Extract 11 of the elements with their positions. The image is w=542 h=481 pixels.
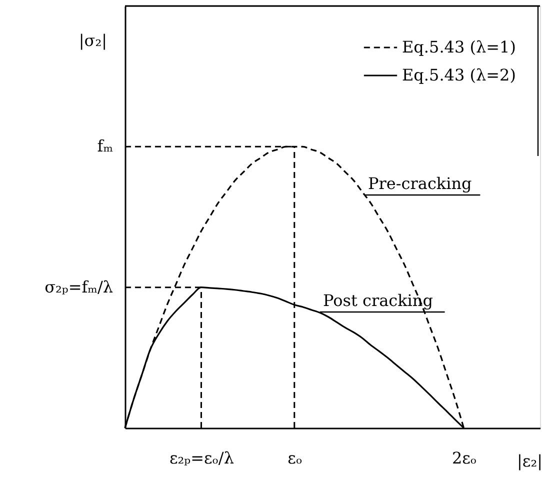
text: |σ₂| [78, 31, 107, 50]
x-tick-label: ε₂ₚ=εₒ/λ [169, 448, 234, 468]
annotation: Post cracking [323, 291, 433, 310]
annotation: Pre-cracking [368, 174, 472, 193]
ref-line-label: σ₂ₚ=fₘ/λ [44, 277, 113, 296]
ref-line-label: fₘ [97, 136, 114, 156]
legend-label: Eq.5.43 (λ=2) [402, 66, 516, 84]
x-tick-label: 2εₒ [452, 448, 477, 468]
legend-label: Eq.5.43 (λ=1) [402, 38, 516, 56]
x-tick-label: εₒ [288, 448, 302, 468]
x-axis-title: |ε₂| [517, 452, 542, 470]
